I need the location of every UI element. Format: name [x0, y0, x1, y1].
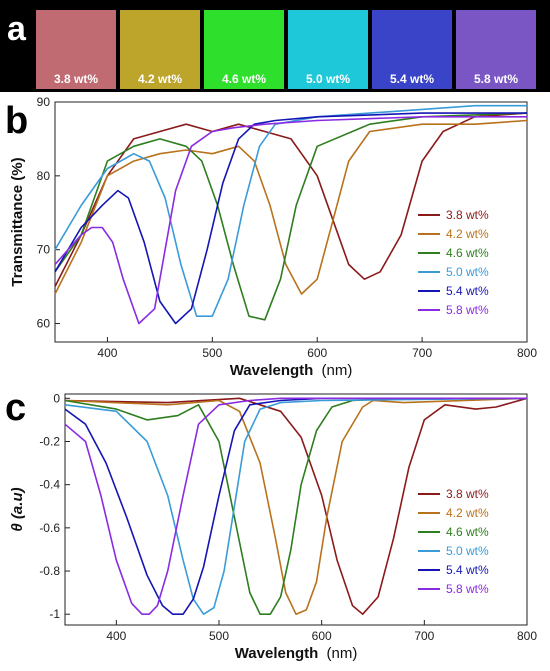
plot-frame [54, 101, 528, 343]
x-tick-label: 700 [414, 629, 434, 643]
legend-label: 5.0 wt% [446, 265, 489, 279]
y-tick-label: -0.6 [39, 521, 60, 535]
series-line [54, 104, 527, 318]
series-line [54, 112, 527, 325]
color-swatch [204, 10, 284, 89]
x-tick-label: 400 [97, 346, 117, 360]
color-swatch [120, 10, 200, 89]
y-axis-title: Transmittance (%) [9, 157, 26, 286]
series-line [54, 112, 528, 321]
series-line [54, 112, 528, 287]
legend-label: 5.4 wt% [446, 284, 489, 298]
x-tick-label: 700 [412, 346, 432, 360]
legend-label: 4.2 wt% [446, 506, 489, 520]
legend-label: 5.0 wt% [446, 544, 489, 558]
panel-b-letter: b [5, 100, 28, 142]
series-line [54, 116, 527, 325]
plot-c-area: 400 500 600 700 800 0 -0.2 -0.4 -0.6 -0.8 -1 3.8 wt… [39, 391, 537, 643]
y-tick-label: 60 [37, 317, 51, 331]
series-line [64, 397, 527, 616]
y-tick-label: 70 [37, 243, 51, 257]
color-swatch [456, 10, 536, 89]
panel-c-letter: c [5, 387, 26, 429]
y-tick-label: 90 [37, 95, 51, 109]
x-axis-title-text: Wavelength [230, 362, 314, 379]
x-tick-label: 800 [517, 346, 537, 360]
series-line [64, 397, 527, 616]
series-line [54, 119, 528, 295]
y-tick-label: -1 [49, 607, 60, 621]
legend-label: 5.8 wt% [446, 582, 489, 596]
swatch-label: 5.8 wt% [474, 72, 518, 86]
y-tick-label: -0.8 [39, 564, 60, 578]
x-axis-title-unit: (nm) [326, 645, 357, 662]
legend-label: 3.8 wt% [446, 208, 489, 222]
swatch-label: 5.4 wt% [390, 72, 434, 86]
swatch-label: 3.8 wt% [54, 72, 98, 86]
legend-label: 4.6 wt% [446, 525, 489, 539]
x-tick-label: 500 [209, 629, 229, 643]
y-tick-label: 80 [37, 169, 51, 183]
legend-label: 5.8 wt% [446, 303, 489, 317]
plot-b-area: 400 500 600 700 800 60 70 80 90 3.8 wt% 4.2 wt% 4.6… [37, 95, 538, 360]
y-axis-title: θ (a.u) [9, 487, 26, 531]
series-line [64, 397, 528, 616]
y-tick-label: 0 [53, 391, 60, 405]
swatch-label: 4.2 wt% [138, 72, 182, 86]
x-tick-label: 600 [312, 629, 332, 643]
legend-label: 3.8 wt% [446, 487, 489, 501]
color-swatch [288, 10, 368, 89]
x-tick-label: 600 [307, 346, 327, 360]
swatch-label: 4.6 wt% [222, 72, 266, 86]
series-line [64, 397, 528, 616]
y-tick-label: -0.2 [39, 434, 60, 448]
x-tick-label: 400 [106, 629, 126, 643]
color-swatch [372, 10, 452, 89]
legend-label: 5.4 wt% [446, 563, 489, 577]
color-swatch [36, 10, 116, 89]
plot-frame [64, 393, 528, 626]
y-tick-label: -0.4 [39, 478, 60, 492]
x-axis-title-text: Wavelength [235, 645, 319, 662]
legend-label: 4.2 wt% [446, 227, 489, 241]
legend-label: 4.6 wt% [446, 246, 489, 260]
panel-a-letter: a [7, 10, 27, 48]
swatch-label: 5.0 wt% [306, 72, 350, 86]
panel-a-swatch-strip: 3.8 wt% 4.2 wt% 4.6 wt% 5.0 wt% 5.4 wt% 5.8 w… [0, 0, 550, 92]
series-line [64, 397, 527, 616]
x-tick-label: 800 [517, 629, 537, 643]
panel-c-ellipticity-chart: c 400 500 600 700 800 0 -0.2 -0.4 -0.6 -0.8 -1 3.8 … [5, 387, 537, 662]
x-axis-title: Wavelength (nm) [235, 645, 358, 662]
x-tick-label: 500 [202, 346, 222, 360]
x-axis-title-unit: (nm) [321, 362, 352, 379]
swatch-row: 3.8 wt% 4.2 wt% 4.6 wt% 5.0 wt% 5.4 wt% 5.8 w… [36, 10, 536, 89]
x-axis-title: Wavelength (nm) [230, 362, 353, 379]
